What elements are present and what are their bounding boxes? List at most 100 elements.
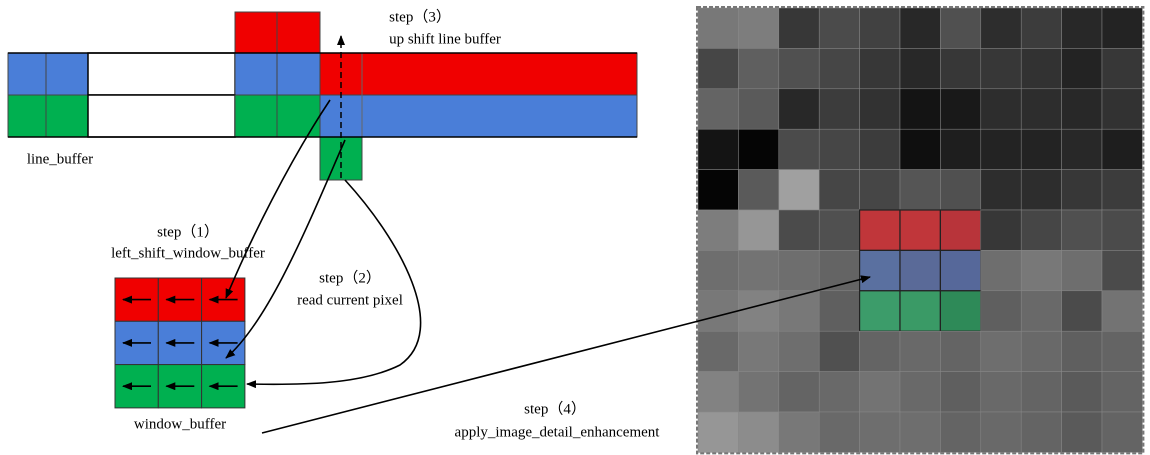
pixel-cell bbox=[900, 129, 940, 169]
pixel-cell bbox=[1102, 89, 1142, 129]
pixel-cell bbox=[1021, 129, 1061, 169]
pixel-cell bbox=[860, 372, 900, 412]
pixel-cell bbox=[940, 8, 980, 48]
pixel-cell bbox=[981, 89, 1021, 129]
pixel-cell bbox=[779, 129, 819, 169]
pixel-cell bbox=[1062, 170, 1102, 210]
pixel-cell bbox=[860, 89, 900, 129]
pixel-cell bbox=[779, 89, 819, 129]
pixel-cell bbox=[860, 412, 900, 452]
pixel-cell bbox=[698, 8, 738, 48]
pixel-cell bbox=[981, 250, 1021, 290]
highlight-cell bbox=[900, 291, 940, 331]
pixel-cell bbox=[900, 8, 940, 48]
image-grid bbox=[697, 7, 1143, 453]
pixel-cell bbox=[981, 372, 1021, 412]
pixel-cell bbox=[1062, 331, 1102, 371]
step3-description: up shift line buffer bbox=[389, 31, 501, 47]
pixel-cell bbox=[1021, 412, 1061, 452]
pixel-cell bbox=[1021, 372, 1061, 412]
pixel-cell bbox=[1102, 129, 1142, 169]
step1-label: step（1） bbox=[157, 223, 219, 240]
pixel-cell bbox=[1021, 210, 1061, 250]
pixel-cell bbox=[860, 331, 900, 371]
pixel-cell bbox=[779, 291, 819, 331]
pixel-cell bbox=[1021, 89, 1061, 129]
highlight-cell bbox=[940, 250, 980, 290]
pixel-cell bbox=[819, 210, 859, 250]
pixel-cell bbox=[819, 372, 859, 412]
pixel-cell bbox=[900, 412, 940, 452]
highlight-cell bbox=[940, 291, 980, 331]
pixel-cell bbox=[1102, 8, 1142, 48]
pixel-cell bbox=[698, 48, 738, 88]
pixel-cell bbox=[819, 412, 859, 452]
pixel-cell bbox=[738, 372, 778, 412]
pixel-cell bbox=[738, 331, 778, 371]
pixel-cell bbox=[1062, 129, 1102, 169]
pixel-cell bbox=[698, 210, 738, 250]
pixel-cell bbox=[981, 8, 1021, 48]
pixel-cell bbox=[1062, 210, 1102, 250]
step2-label: step（2） bbox=[319, 269, 381, 286]
pixel-cell bbox=[940, 129, 980, 169]
highlight-cell bbox=[860, 250, 900, 290]
pixel-cell bbox=[819, 331, 859, 371]
pixel-cell bbox=[981, 48, 1021, 88]
pixel-cell bbox=[779, 250, 819, 290]
pixel-cell bbox=[1102, 210, 1142, 250]
step3-label: step（3） bbox=[389, 8, 451, 25]
line-buffer bbox=[8, 12, 637, 180]
pixel-cell bbox=[900, 48, 940, 88]
pixel-cell bbox=[1062, 8, 1102, 48]
pixel-cell bbox=[860, 170, 900, 210]
pixel-cell bbox=[738, 8, 778, 48]
pixel-cell bbox=[698, 129, 738, 169]
pixel-cell bbox=[779, 48, 819, 88]
pixel-cell bbox=[940, 412, 980, 452]
pixel-cell bbox=[940, 331, 980, 371]
pixel-cell bbox=[1102, 170, 1142, 210]
pixel-cell bbox=[981, 210, 1021, 250]
pixel-cell bbox=[1102, 372, 1142, 412]
pixel-cell bbox=[1062, 89, 1102, 129]
step2-description: read current pixel bbox=[297, 292, 403, 308]
pixel-cell bbox=[900, 170, 940, 210]
pixel-cell bbox=[981, 291, 1021, 331]
pixel-cell bbox=[698, 89, 738, 129]
step4-description: apply_image_detail_enhancement bbox=[455, 424, 661, 440]
highlight-cell bbox=[860, 291, 900, 331]
pixel-cell bbox=[981, 412, 1021, 452]
pixel-cell bbox=[1021, 48, 1061, 88]
pixel-cell bbox=[698, 331, 738, 371]
diagram: step（3） up shift line buffer line_buffer… bbox=[0, 0, 1150, 455]
pixel-cell bbox=[900, 331, 940, 371]
pixel-cell bbox=[1021, 170, 1061, 210]
pixel-cell bbox=[738, 412, 778, 452]
pixel-cell bbox=[779, 412, 819, 452]
pixel-cell bbox=[819, 291, 859, 331]
pixel-cell bbox=[981, 331, 1021, 371]
highlight-cell bbox=[900, 250, 940, 290]
pixel-cell bbox=[779, 372, 819, 412]
pixel-cell bbox=[738, 48, 778, 88]
pixel-cell bbox=[940, 372, 980, 412]
pixel-cell bbox=[1062, 48, 1102, 88]
pixel-cell bbox=[900, 372, 940, 412]
window-buffer-label: window_buffer bbox=[134, 416, 226, 432]
highlight-cell bbox=[900, 210, 940, 250]
pixel-cell bbox=[698, 412, 738, 452]
pixel-cell bbox=[738, 291, 778, 331]
pixel-cell bbox=[1062, 291, 1102, 331]
pixel-cell bbox=[1062, 250, 1102, 290]
pixel-cell bbox=[981, 170, 1021, 210]
pixel-cell bbox=[698, 372, 738, 412]
pixel-cell bbox=[1102, 48, 1142, 88]
pixel-cell bbox=[860, 8, 900, 48]
pixel-cell bbox=[900, 89, 940, 129]
pixel-cell bbox=[698, 170, 738, 210]
pixel-cell bbox=[940, 48, 980, 88]
pixel-cell bbox=[779, 170, 819, 210]
pixel-cell bbox=[738, 89, 778, 129]
line-buffer-label: line_buffer bbox=[27, 151, 93, 167]
